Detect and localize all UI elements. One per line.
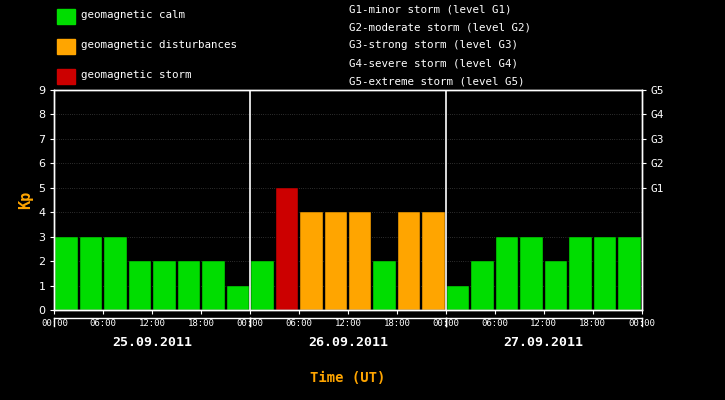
Text: geomagnetic calm: geomagnetic calm [80,10,185,20]
Bar [496,237,518,310]
Bar [276,188,298,310]
Bar [57,69,75,84]
Bar [349,212,371,310]
Bar [57,9,75,24]
Bar [202,261,225,310]
Bar [618,237,641,310]
Bar [325,212,347,310]
Bar [104,237,127,310]
Bar [129,261,152,310]
Text: 25.09.2011: 25.09.2011 [112,336,192,349]
Text: geomagnetic storm: geomagnetic storm [80,70,191,80]
Bar [594,237,616,310]
Text: Time (UT): Time (UT) [310,371,386,385]
Bar [447,286,469,310]
Bar [373,261,396,310]
Bar [55,237,78,310]
Bar [153,261,175,310]
Text: G2-moderate storm (level G2): G2-moderate storm (level G2) [349,22,531,32]
Y-axis label: Kp: Kp [17,191,33,209]
Bar [300,212,323,310]
Bar [251,261,273,310]
Bar [80,237,102,310]
Bar [569,237,592,310]
Text: G5-extreme storm (level G5): G5-extreme storm (level G5) [349,76,524,86]
Bar [521,237,543,310]
Bar [227,286,249,310]
Text: 26.09.2011: 26.09.2011 [308,336,388,349]
Bar [178,261,200,310]
Bar [544,261,567,310]
Text: geomagnetic disturbances: geomagnetic disturbances [80,40,236,50]
Bar [471,261,494,310]
Bar [423,212,445,310]
Bar [57,39,75,54]
Bar [398,212,420,310]
Text: G3-strong storm (level G3): G3-strong storm (level G3) [349,40,518,50]
Text: G1-minor storm (level G1): G1-minor storm (level G1) [349,4,511,14]
Text: G4-severe storm (level G4): G4-severe storm (level G4) [349,58,518,68]
Text: 27.09.2011: 27.09.2011 [504,336,584,349]
